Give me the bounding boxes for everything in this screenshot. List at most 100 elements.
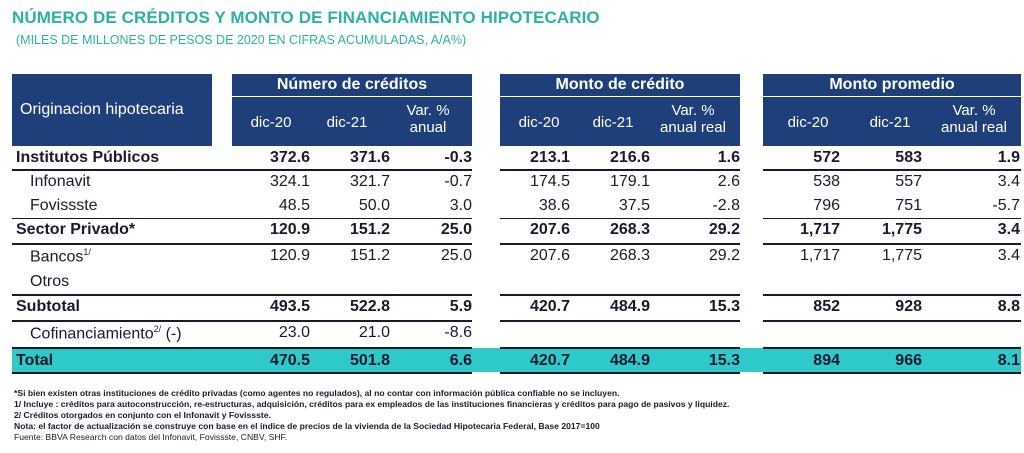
table-cell: 25.0 [440,247,472,264]
row-rule [500,372,740,374]
table-cell: 1,717 [799,221,840,238]
table-cell: 174.5 [529,173,570,190]
table-cell: 538 [813,173,840,190]
table-cell: 3.0 [449,197,472,214]
group-header-numero: Número de créditos dic-20 dic-21 Var. % a… [232,74,472,146]
table-cell: 268.3 [609,247,650,264]
row-rule [763,294,1021,296]
row-rule [763,169,1021,171]
col-header: dic-20 [250,114,292,131]
row-rule [763,243,1021,245]
table-cell: 37.5 [618,197,650,214]
row-rule [763,372,1021,374]
row-rule [500,294,740,296]
group-header-monto: Monto de crédito dic-20 dic-21 Var. % anu… [500,74,740,146]
table-cell: 151.2 [349,221,390,238]
report-title: NÚMERO DE CRÉDITOS Y MONTO DE FINANCIAMI… [12,8,600,27]
row-rule [12,218,472,219]
table-cell: 268.3 [609,221,650,238]
table-cell: 120.9 [269,221,310,238]
table-cell: 894 [813,352,840,369]
table-cell: 120.9 [269,247,310,264]
source-note: Fuente: BBVA Research con datos del Info… [14,432,288,442]
table-cell: 48.5 [278,197,310,214]
row-label: Otros [30,273,70,290]
table-cell: 1,775 [881,221,922,238]
row-rule [12,243,472,245]
row-rule [500,347,740,349]
row-rule [12,372,472,374]
table-cell: 852 [813,298,840,315]
table-cell: 1.9 [997,149,1020,166]
row-label: Total [16,352,54,369]
row-label: Institutos Públicos [16,149,160,166]
table-cell: 557 [895,173,922,190]
table-cell: 21.0 [358,324,390,341]
row-rule [763,218,1021,219]
footnote: 2/ Créditos otorgados en conjunto con el… [14,410,271,420]
table-cell: 216.6 [609,149,650,166]
footnote: 1/ Incluye : créditos para autoconstrucc… [14,399,730,409]
col-header: Var. % anual [406,102,450,136]
col-header: Var. % anual real [660,102,726,136]
table-cell: -5.7 [992,197,1020,214]
table-cell: 572 [813,149,840,166]
group-title: Monto de crédito [500,74,740,97]
table-cell: 213.1 [529,149,570,166]
table-cell: 8.1 [997,352,1020,369]
table-cell: 50.0 [358,197,390,214]
row-rule [500,320,740,322]
col-header: dic-21 [592,114,634,131]
table-cell: 928 [895,298,922,315]
table-cell: 3.4 [997,173,1020,190]
table-cell: 15.3 [708,298,740,315]
table-cell: 501.8 [349,352,390,369]
col-header: Var. % anual real [941,102,1007,136]
footnote: *Si bien existen otras instituciones de … [14,388,620,398]
table-cell: 1,775 [881,247,922,264]
table-cell: -0.3 [444,149,472,166]
table-cell: 522.8 [349,298,390,315]
table-cell: 3.4 [997,247,1020,264]
row-rule [12,347,472,349]
table-cell: 29.2 [708,221,740,238]
report-subtitle: (MILES DE MILLONES DE PESOS DE 2020 EN C… [16,33,467,47]
table-cell: 420.7 [529,352,570,369]
row-rule [500,218,740,219]
row-label: Bancos1/ [30,247,91,266]
table-cell: 3.4 [997,221,1020,238]
row-label: Cofinanciamiento2/ (-) [30,324,182,343]
row-label: Fovissste [30,197,98,214]
table-cell: 371.6 [349,149,390,166]
row-rule [763,347,1021,349]
table-cell: 470.5 [269,352,310,369]
row-label: Sector Privado* [16,221,136,238]
group-header-promedio: Monto promedio dic-20 dic-21 Var. % anual… [763,74,1021,146]
table-cell: 321.7 [349,173,390,190]
table-cell: 493.5 [269,298,310,315]
table-cell: -2.8 [712,197,740,214]
row-rule [12,169,472,171]
table-cell: 207.6 [529,247,570,264]
footnote: Nota: el factor de actualización se cons… [14,421,600,431]
row-label-header: Originacion hipotecaria [12,74,212,146]
table-cell: 23.0 [278,324,310,341]
table-cell: 324.1 [269,173,310,190]
table-cell: 751 [895,197,922,214]
table-cell: 484.9 [609,298,650,315]
row-rule [12,320,472,322]
table-cell: 151.2 [349,247,390,264]
table-cell: 5.9 [449,298,472,315]
table-cell: 1.6 [717,149,740,166]
table-cell: -0.7 [444,173,472,190]
table-cell: 38.6 [538,197,570,214]
table-cell: 29.2 [708,247,740,264]
table-cell: 8.8 [997,298,1020,315]
table-cell: 372.6 [269,149,310,166]
col-header: dic-21 [326,114,368,131]
row-rule [500,169,740,171]
table-cell: 25.0 [440,221,472,238]
table-cell: 2.6 [717,173,740,190]
col-header: dic-21 [869,114,911,131]
total-row-highlight [12,348,1021,372]
